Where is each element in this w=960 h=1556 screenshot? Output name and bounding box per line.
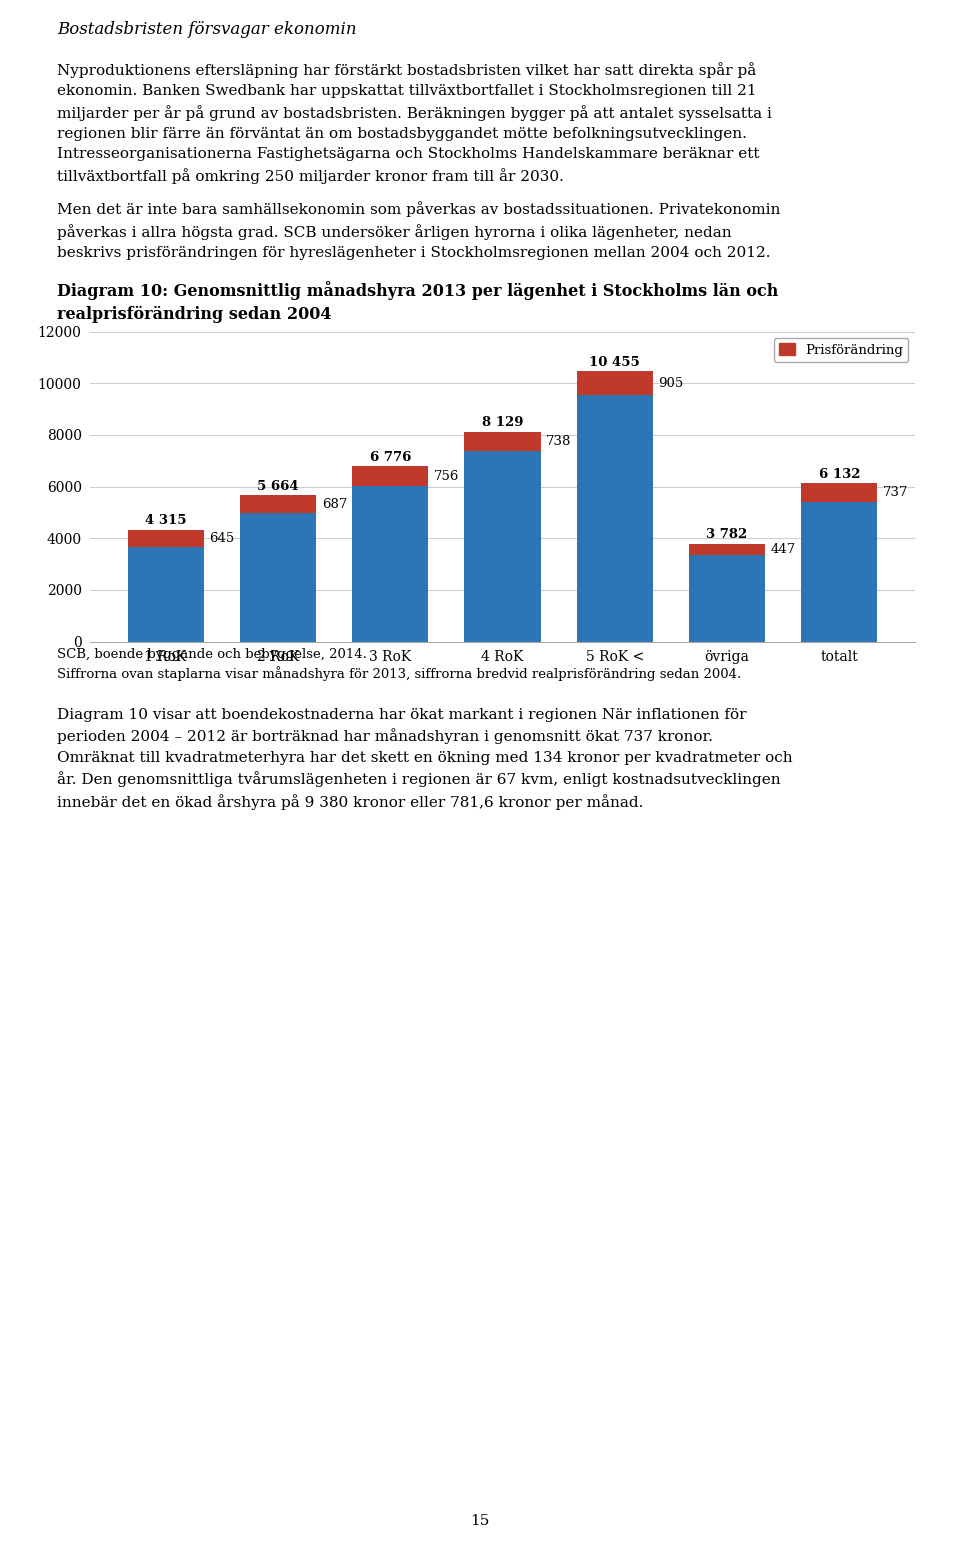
Bar [689,555,765,641]
Text: Diagram 10 visar att boendekostnaderna har ökat markant i regionen När inflation: Diagram 10 visar att boendekostnaderna h… [57,708,793,811]
Text: Diagram 10: Genomsnittlig månadshyra 2013 per lägenhet i Stockholms län och
real: Diagram 10: Genomsnittlig månadshyra 201… [57,282,779,324]
Bar [802,503,877,641]
Text: 737: 737 [883,485,908,499]
Bar [352,467,428,485]
Text: 447: 447 [771,543,796,555]
Text: 15: 15 [470,1514,490,1528]
Bar [128,531,204,546]
Text: 687: 687 [322,498,348,510]
Text: 756: 756 [434,470,460,482]
Text: SCB, boende byggande och bebyggelse, 2014.
Siffrorna ovan staplarna visar månads: SCB, boende byggande och bebyggelse, 201… [57,647,741,682]
Text: 6 776: 6 776 [370,451,411,464]
Bar [128,546,204,641]
Text: Bostadsbristen försvagar ekonomin: Bostadsbristen försvagar ekonomin [57,20,356,37]
Bar [465,451,540,641]
Bar [577,395,653,641]
Text: 10 455: 10 455 [589,356,640,369]
Text: 3 782: 3 782 [707,527,748,541]
Text: 5 664: 5 664 [257,479,299,493]
Bar [577,372,653,395]
Bar [689,543,765,555]
Bar [240,495,316,513]
Text: 645: 645 [209,532,234,545]
Text: 738: 738 [546,434,571,448]
Bar [240,513,316,641]
Text: Men det är inte bara samhällsekonomin som påverkas av bostadssituationen. Privat: Men det är inte bara samhällsekonomin so… [57,201,780,260]
Text: 905: 905 [659,377,684,389]
Bar [465,431,540,451]
Text: 6 132: 6 132 [819,467,860,481]
Text: Nyproduktionens eftersläpning har förstärkt bostadsbristen vilket har satt direk: Nyproduktionens eftersläpning har förstä… [57,62,772,184]
Text: 4 315: 4 315 [145,515,186,527]
Legend: Prisförändring: Prisförändring [774,338,908,363]
Bar [352,485,428,641]
Text: 8 129: 8 129 [482,415,523,429]
Bar [802,482,877,503]
